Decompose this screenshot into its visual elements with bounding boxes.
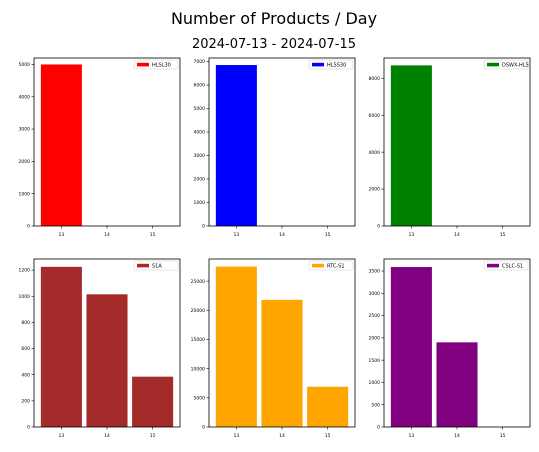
legend-swatch (312, 63, 324, 67)
x-tick-label: 13 (409, 433, 415, 439)
y-tick-label: 600 (21, 346, 30, 352)
y-tick-label: 400 (21, 372, 30, 378)
y-tick-label: 3000 (194, 153, 206, 159)
bar-14 (86, 294, 127, 427)
y-tick-label: 6000 (369, 113, 381, 119)
y-tick-label: 3500 (369, 269, 381, 275)
legend-label: CSLC-S1 (502, 263, 523, 269)
bar-14 (261, 300, 302, 427)
y-tick-label: 0 (202, 425, 205, 431)
y-tick-label: 1000 (194, 200, 206, 206)
legend: RTC-S1 (309, 261, 353, 270)
y-tick-label: 2000 (19, 159, 31, 165)
x-tick-label: 15 (500, 433, 506, 439)
x-tick-label: 14 (279, 232, 285, 238)
legend: HLSL30 (134, 60, 178, 69)
bar-13 (216, 65, 257, 226)
y-tick-label: 0 (377, 425, 380, 431)
bar-13 (391, 65, 432, 226)
chart-panel-1: 0 1000 2000 3000 4000 5000 13 14 15 HLSL30 (19, 58, 180, 238)
legend-swatch (137, 63, 149, 67)
y-tick-label: 5000 (194, 395, 206, 401)
figure-title: Number of Products / Day (171, 9, 377, 28)
legend-swatch (487, 264, 499, 268)
y-tick-label: 200 (21, 398, 30, 404)
y-tick-label: 1000 (19, 191, 31, 197)
x-tick-label: 13 (409, 232, 415, 238)
chart-panel-4: 0 200 400 600 800 1000 1200 13 14 15 S1A (19, 259, 180, 439)
bar-13 (391, 267, 432, 427)
y-tick-label: 6000 (194, 83, 206, 89)
y-tick-label: 15000 (191, 337, 205, 343)
x-tick-label: 14 (454, 433, 460, 439)
y-tick-label: 7000 (194, 59, 206, 65)
x-tick-label: 15 (500, 232, 506, 238)
y-tick-label: 4000 (194, 130, 206, 136)
y-tick-label: 2000 (369, 335, 381, 341)
y-tick-label: 800 (21, 320, 30, 326)
y-tick-label: 2000 (369, 187, 381, 193)
legend-label: RTC-S1 (327, 263, 345, 269)
x-tick-label: 14 (104, 433, 110, 439)
y-tick-label: 5000 (194, 106, 206, 112)
x-tick-label: 14 (454, 232, 460, 238)
y-tick-label: 1200 (19, 268, 31, 274)
legend-label: DSWX-HLS (502, 62, 529, 68)
legend-swatch (487, 63, 499, 67)
chart-panel-6: 0 500 1000 1500 2000 2500 3000 3500 13 14 15 CSLC-S… (369, 259, 530, 439)
legend-label: HLSS30 (327, 62, 346, 68)
y-tick-label: 1000 (19, 294, 31, 300)
y-tick-label: 1500 (369, 358, 381, 364)
x-tick-label: 13 (234, 433, 240, 439)
figure-subtitle: 2024-07-13 - 2024-07-15 (192, 37, 356, 52)
bar-15 (307, 387, 348, 427)
y-tick-label: 0 (202, 224, 205, 230)
x-tick-label: 13 (59, 433, 65, 439)
x-tick-label: 14 (104, 232, 110, 238)
y-tick-label: 25000 (191, 279, 205, 285)
bar-14 (436, 342, 477, 427)
chart-panel-3: 0 2000 4000 6000 8000 13 14 15 DSWX-HLS (369, 58, 530, 238)
x-tick-label: 14 (279, 433, 285, 439)
y-tick-label: 10000 (191, 366, 205, 372)
y-tick-label: 2000 (194, 177, 206, 183)
bar-13 (41, 64, 82, 226)
legend: CSLC-S1 (484, 261, 528, 270)
bar-13 (41, 267, 82, 427)
legend-swatch (137, 264, 149, 268)
legend-label: HLSL30 (152, 62, 171, 68)
x-tick-label: 15 (325, 433, 331, 439)
y-tick-label: 20000 (191, 308, 205, 314)
chart-panel-5: 0 5000 10000 15000 20000 25000 13 14 15 RTC-S1 (191, 259, 355, 439)
y-tick-label: 500 (371, 402, 380, 408)
x-tick-label: 15 (150, 232, 156, 238)
y-tick-label: 4000 (369, 150, 381, 156)
legend-swatch (312, 264, 324, 268)
chart-panel-2: 0 1000 2000 3000 4000 5000 6000 7000 13 14 15 HLSS3… (194, 58, 355, 238)
x-tick-label: 13 (234, 232, 240, 238)
y-tick-label: 2500 (369, 313, 381, 319)
x-tick-label: 13 (59, 232, 65, 238)
legend: S1A (134, 261, 178, 270)
y-tick-label: 4000 (19, 94, 31, 100)
y-tick-label: 1000 (369, 380, 381, 386)
bar-15 (132, 377, 173, 427)
x-tick-label: 15 (325, 232, 331, 238)
y-tick-label: 5000 (19, 62, 31, 68)
y-tick-label: 0 (377, 224, 380, 230)
x-tick-label: 15 (150, 433, 156, 439)
y-tick-label: 0 (27, 224, 30, 230)
y-tick-label: 3000 (369, 291, 381, 297)
y-tick-label: 0 (27, 425, 30, 431)
legend-label: S1A (152, 263, 162, 269)
bar-13 (216, 267, 257, 427)
y-tick-label: 3000 (19, 127, 31, 133)
legend: HLSS30 (309, 60, 353, 69)
legend: DSWX-HLS (484, 60, 529, 69)
y-tick-label: 8000 (369, 76, 381, 82)
